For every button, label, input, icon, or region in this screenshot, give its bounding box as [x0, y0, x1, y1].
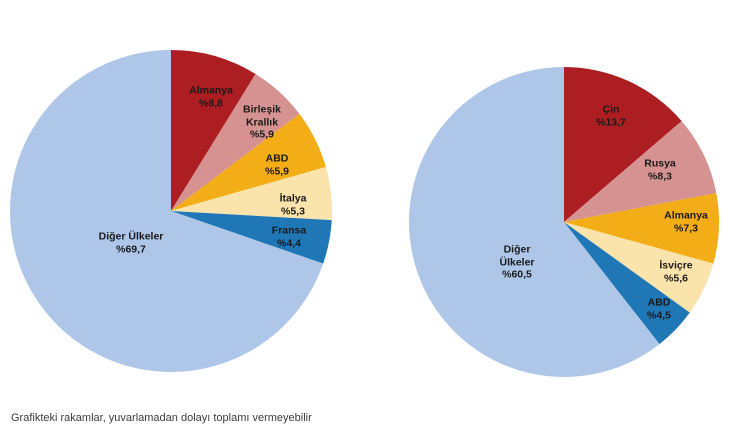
footnote: Grafikteki rakamlar, yuvarlamadan dolayı…: [11, 412, 312, 424]
pie-1-slice-diger-ulkeler: [10, 50, 324, 373]
pie-2-slice-rusya: [564, 121, 717, 222]
pie-2-slice-isvicre: [564, 222, 714, 313]
pie-2-slice-diger-ulkeler: [409, 67, 660, 377]
pie-1-slice-birlesik-krall-k: [171, 73, 300, 212]
pie-1-slice-almanya: [171, 50, 256, 211]
pie-1-slice-italya: [171, 167, 332, 221]
pie-2-slice-almanya: [564, 193, 719, 264]
pie-1-slice-abd: [171, 113, 326, 211]
pie-2-slice-abd: [564, 222, 690, 345]
pie-2-slice-cin: [564, 67, 682, 222]
pie-1-slice-fransa: [171, 211, 332, 264]
